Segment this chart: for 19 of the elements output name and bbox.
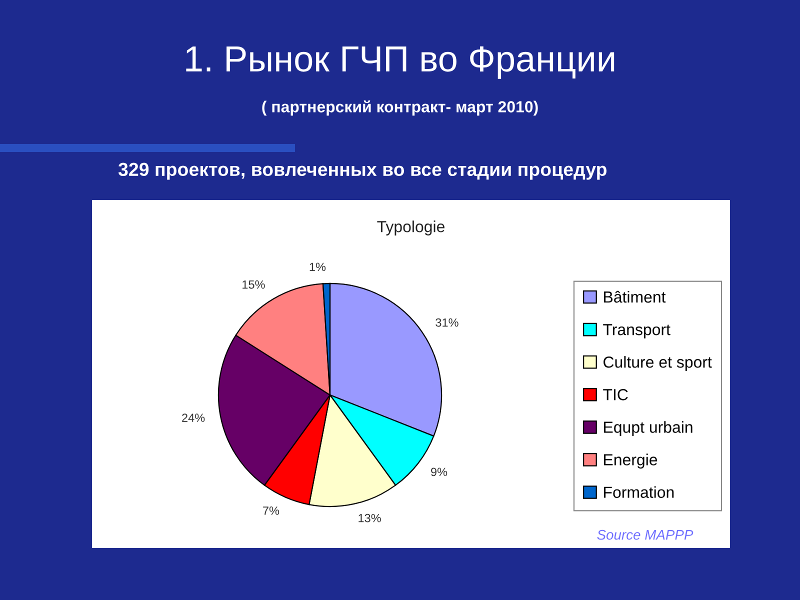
legend-label: Bâtiment: [604, 290, 666, 303]
text: 329 проектов, вовлеченных во все стадии процедур: [118, 162, 607, 180]
legend-label: Transport: [603, 324, 670, 338]
data-label: 13%: [358, 514, 381, 522]
legend-label: Equpt urbain: [604, 421, 692, 436]
data-label: 7%: [263, 506, 280, 515]
data-label: 31%: [436, 318, 458, 327]
data-label: 24%: [182, 414, 205, 422]
data-label: 15%: [242, 280, 265, 289]
data-label: 1%: [310, 262, 326, 272]
source-note: Source MAPPP: [597, 530, 694, 540]
chart-subtitle: ( партнерский контракт- март 2010): [262, 100, 538, 116]
legend-label: TIC: [603, 389, 628, 400]
chart-title: 1. Рынок ГЧП во Франции: [186, 46, 614, 79]
text: Typologie: [377, 220, 444, 236]
legend-label: Culture et sport: [604, 356, 712, 371]
legend-label: Formation: [604, 486, 674, 498]
legend-label: Energie: [604, 454, 658, 469]
data-label: 9%: [431, 468, 448, 476]
